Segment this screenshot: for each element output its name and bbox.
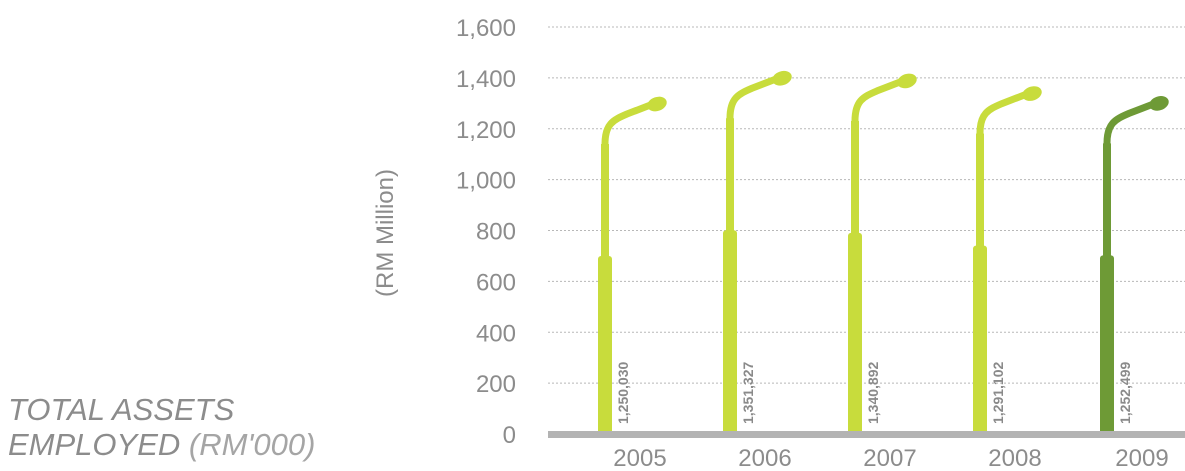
bar xyxy=(973,86,1042,434)
bar-lamp-head xyxy=(1022,86,1042,101)
bar xyxy=(1100,96,1169,434)
x-tick-label: 2005 xyxy=(613,445,666,471)
y-tick-label: 800 xyxy=(476,219,516,246)
chart-title-line1: TOTAL ASSETS xyxy=(8,392,235,427)
x-tick-label: 2008 xyxy=(988,445,1041,471)
bar-lamp-head xyxy=(897,73,917,89)
bar-post-base xyxy=(848,232,862,434)
gridlines xyxy=(548,26,1185,384)
chart-title-unit: (RM'000) xyxy=(188,427,316,462)
bar-post-base xyxy=(598,256,612,434)
x-tick-label: 2007 xyxy=(863,445,916,471)
chart-title: TOTAL ASSETS EMPLOYED (RM'000) xyxy=(8,392,315,462)
x-axis-ticks: 2005 2006 2007 2008 2009 xyxy=(613,445,1168,471)
y-tick-label: 200 xyxy=(476,371,516,398)
bar-post xyxy=(851,120,859,237)
bar-post xyxy=(726,118,734,235)
bar-lamp-arm xyxy=(726,74,782,122)
bar-lamp-arm xyxy=(851,77,907,125)
y-axis-label: (RM Million) xyxy=(372,169,399,297)
y-tick-label: 1,400 xyxy=(456,66,516,93)
chart-title-line2: EMPLOYED (RM'000) xyxy=(8,427,315,462)
bar xyxy=(848,73,917,434)
bar-post-base xyxy=(723,230,737,434)
y-tick-label: 1,200 xyxy=(456,117,516,144)
bar xyxy=(723,70,792,434)
y-tick-label: 1,000 xyxy=(456,168,516,195)
bar-lamp-arm xyxy=(1103,99,1159,147)
y-tick-label: 1,600 xyxy=(456,15,516,42)
bar-post-base xyxy=(973,245,987,434)
bar-post xyxy=(601,144,609,261)
bar xyxy=(598,96,667,434)
bar-post xyxy=(1103,143,1111,260)
data-label: 1,351,327 xyxy=(740,362,756,424)
bar-post xyxy=(976,133,984,250)
x-axis-baseline xyxy=(548,431,1185,438)
data-label: 1,250,030 xyxy=(615,362,631,424)
x-tick-label: 2006 xyxy=(738,445,791,471)
y-tick-label: 0 xyxy=(503,422,516,449)
y-axis-ticks: 0 200 400 600 800 1,000 1,200 1,400 1,600 xyxy=(456,15,516,449)
y-tick-label: 400 xyxy=(476,320,516,347)
bar-lamp-head xyxy=(1149,96,1169,111)
bar-lamp-arm xyxy=(976,90,1032,138)
bar-lamp-head xyxy=(647,96,667,112)
y-tick-label: 600 xyxy=(476,269,516,296)
bar-post-base xyxy=(1100,255,1114,434)
x-tick-label: 2009 xyxy=(1115,445,1168,471)
chart-title-main: EMPLOYED xyxy=(8,427,181,462)
bars: 1,250,030 1,351,327 1,340,892 1,291,102 1,25… xyxy=(598,70,1169,434)
bar-lamp-arm xyxy=(601,100,657,148)
data-label: 1,252,499 xyxy=(1117,362,1133,424)
bar-lamp-head xyxy=(772,70,792,86)
data-label: 1,291,102 xyxy=(990,362,1006,424)
data-label: 1,340,892 xyxy=(865,362,881,424)
